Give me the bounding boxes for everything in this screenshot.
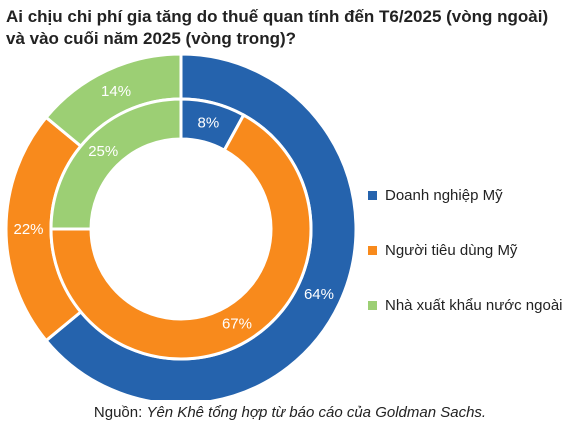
legend-swatch — [368, 246, 377, 255]
legend-item-nguoi-tieu-dung-my: Người tiêu dùng Mỹ — [368, 223, 563, 278]
legend-label: Nhà xuất khẩu nước ngoài — [385, 297, 563, 314]
legend-swatch — [368, 301, 377, 310]
inner-slice-nha-xuat-khau — [49, 97, 183, 231]
legend-item-nha-xuat-khau: Nhà xuất khẩu nước ngoài — [368, 278, 563, 333]
inner-slice-nguoi-tieu-dung-my — [49, 113, 313, 361]
legend-label: Người tiêu dùng Mỹ — [385, 242, 518, 259]
legend-swatch — [368, 191, 377, 200]
outer-label-nguoi-tieu-dung-my: 22% — [13, 221, 43, 238]
inner-label-nha-xuat-khau: 25% — [88, 143, 118, 160]
chart-title: Ai chịu chi phí gia tăng do thuế quan tí… — [6, 7, 549, 48]
inner-label-doanh-nghiep-my: 8% — [198, 114, 220, 131]
outer-label-doanh-nghiep-my: 64% — [304, 286, 334, 303]
source-text: Yên Khê tổng hợp từ báo cáo của Goldman … — [146, 404, 487, 421]
outer-label-nha-xuat-khau: 14% — [101, 83, 131, 100]
inner-label-nguoi-tieu-dung-my: 67% — [222, 316, 252, 333]
legend: Doanh nghiệp Mỹ Người tiêu dùng Mỹ Nhà xuấ… — [368, 168, 563, 333]
legend-label: Doanh nghiệp Mỹ — [385, 187, 503, 204]
donut-chart: 64% 22% 14% 8% 67% 25% — [4, 52, 358, 400]
source-note: Nguồn: Yên Khê tổng hợp từ báo cáo của G… — [0, 404, 580, 421]
legend-item-doanh-nghiep-my: Doanh nghiệp Mỹ — [368, 168, 563, 223]
source-prefix: Nguồn: — [93, 404, 147, 421]
